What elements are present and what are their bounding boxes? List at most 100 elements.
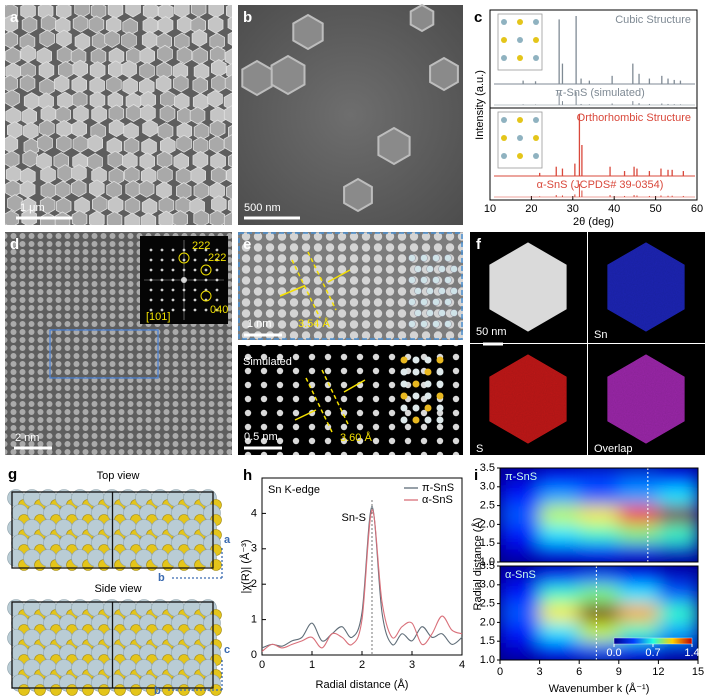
- structure-atom: [533, 19, 539, 25]
- x-tick-label: 4: [459, 659, 465, 671]
- plot-frame: [499, 565, 699, 661]
- heatmap-cell: [579, 468, 619, 487]
- atom-model: [408, 320, 416, 328]
- atom-model: [438, 309, 446, 317]
- heatmap-cell: [539, 622, 580, 642]
- panel-label: g: [8, 466, 17, 483]
- s-atom: [66, 684, 78, 696]
- nanocrystal: [108, 119, 125, 138]
- fft-spot: [149, 248, 153, 252]
- nanocrystal: [22, 149, 38, 168]
- map-label: S: [476, 443, 483, 455]
- nanocrystal: [209, 119, 226, 138]
- nanocrystal: [5, 210, 19, 225]
- fft-spot: [171, 308, 175, 312]
- nanocrystal: [223, 134, 232, 153]
- atom-model: [426, 265, 434, 273]
- heatmap-cell: [500, 505, 540, 525]
- atom-model: [412, 380, 420, 388]
- nanocrystal: [57, 91, 73, 110]
- heatmap-cell: [500, 486, 540, 506]
- annotation: Sn K-edge: [268, 484, 320, 496]
- reference-label: π-SnS (simulated): [555, 87, 645, 99]
- fft-label: [101]: [146, 311, 170, 323]
- series-name: Orthorhombic Structure: [577, 112, 691, 124]
- fft-spot: [215, 308, 219, 312]
- scale-bar-label: 1 μm: [20, 202, 45, 214]
- atom-model: [424, 404, 432, 412]
- atom-model: [412, 404, 420, 412]
- structure-atom: [533, 37, 539, 43]
- fft-label: 222: [192, 240, 210, 252]
- structure-atom: [533, 117, 539, 123]
- colorbar-tick-label: 1.4: [684, 647, 699, 659]
- x-tick-label: 10: [484, 203, 496, 215]
- scale-bar-label: 1 nm: [247, 318, 271, 330]
- heatmap-cell: [618, 486, 659, 506]
- scale-bar-label: 500 nm: [244, 202, 281, 214]
- structure-atom: [533, 135, 539, 141]
- atom-model: [420, 298, 428, 306]
- heatmap-area: [500, 566, 698, 660]
- fft-ring: [178, 252, 190, 264]
- heatmap-cell: [658, 622, 698, 642]
- fft-spot: [215, 288, 219, 292]
- fft-label: 222: [208, 252, 226, 264]
- heatmap-cell: [579, 505, 619, 525]
- selected-region: [49, 329, 159, 379]
- nanocrystal: [159, 104, 176, 123]
- structure-atom: [501, 153, 507, 159]
- annotation: Sn-S: [342, 512, 366, 524]
- atom-model: [438, 265, 446, 273]
- fft-spot: [193, 258, 197, 262]
- atom-model: [400, 380, 408, 388]
- atom-model: [444, 298, 452, 306]
- nanocrystal: [125, 5, 141, 18]
- nanocrystal: [226, 167, 232, 184]
- x-axis-label: Wavenumber k (Å⁻¹): [549, 682, 650, 695]
- s-atom: [18, 684, 30, 696]
- fft-spot: [171, 248, 175, 252]
- colorbar-tick-label: 0.0: [606, 647, 621, 659]
- nanocrystal: [125, 104, 142, 122]
- subpanel-label: π-SnS: [505, 471, 537, 483]
- x-tick-label: 60: [691, 203, 703, 215]
- fft-spot: [204, 248, 208, 252]
- fft-spot: [160, 258, 164, 262]
- fft-ring: [200, 264, 212, 276]
- panel-label: d: [10, 236, 19, 253]
- structure-atom: [517, 117, 523, 123]
- y-tick-label: 2.5: [480, 500, 495, 512]
- nanocrystal: [124, 212, 140, 225]
- heatmap-cell: [539, 543, 580, 562]
- fft-spot: [149, 268, 153, 272]
- structure-atom: [501, 19, 507, 25]
- view-title: Side view: [94, 583, 141, 595]
- atom-model: [436, 416, 444, 424]
- nanocrystal: [377, 126, 411, 166]
- fft-spot: [171, 288, 175, 292]
- heatmap-cell: [500, 584, 540, 604]
- sem-image-a: [5, 5, 232, 225]
- atom-model: [450, 287, 458, 295]
- nanocrystal: [429, 56, 459, 92]
- fft-spot: [204, 258, 208, 262]
- x-axis-label: Radial distance (Å): [316, 678, 409, 691]
- x-tick-label: 20: [525, 203, 537, 215]
- fft-label: 040: [210, 304, 228, 316]
- y-tick-label: 0: [251, 649, 257, 661]
- lattice-fringe: [321, 369, 349, 425]
- atom-model: [426, 287, 434, 295]
- structure-box: [497, 13, 543, 71]
- heatmap-area: [500, 468, 698, 562]
- map-label: Overlap: [594, 443, 633, 455]
- nanocrystal: [192, 151, 209, 169]
- nanocrystal: [227, 16, 232, 31]
- atom-model: [432, 254, 440, 262]
- hrstem-image: [238, 232, 463, 340]
- s-atom: [210, 559, 222, 571]
- nanocrystal: [89, 61, 106, 80]
- heatmap-cell: [618, 566, 659, 585]
- heatmap-cells: [500, 566, 698, 660]
- nanocrystal: [192, 46, 208, 65]
